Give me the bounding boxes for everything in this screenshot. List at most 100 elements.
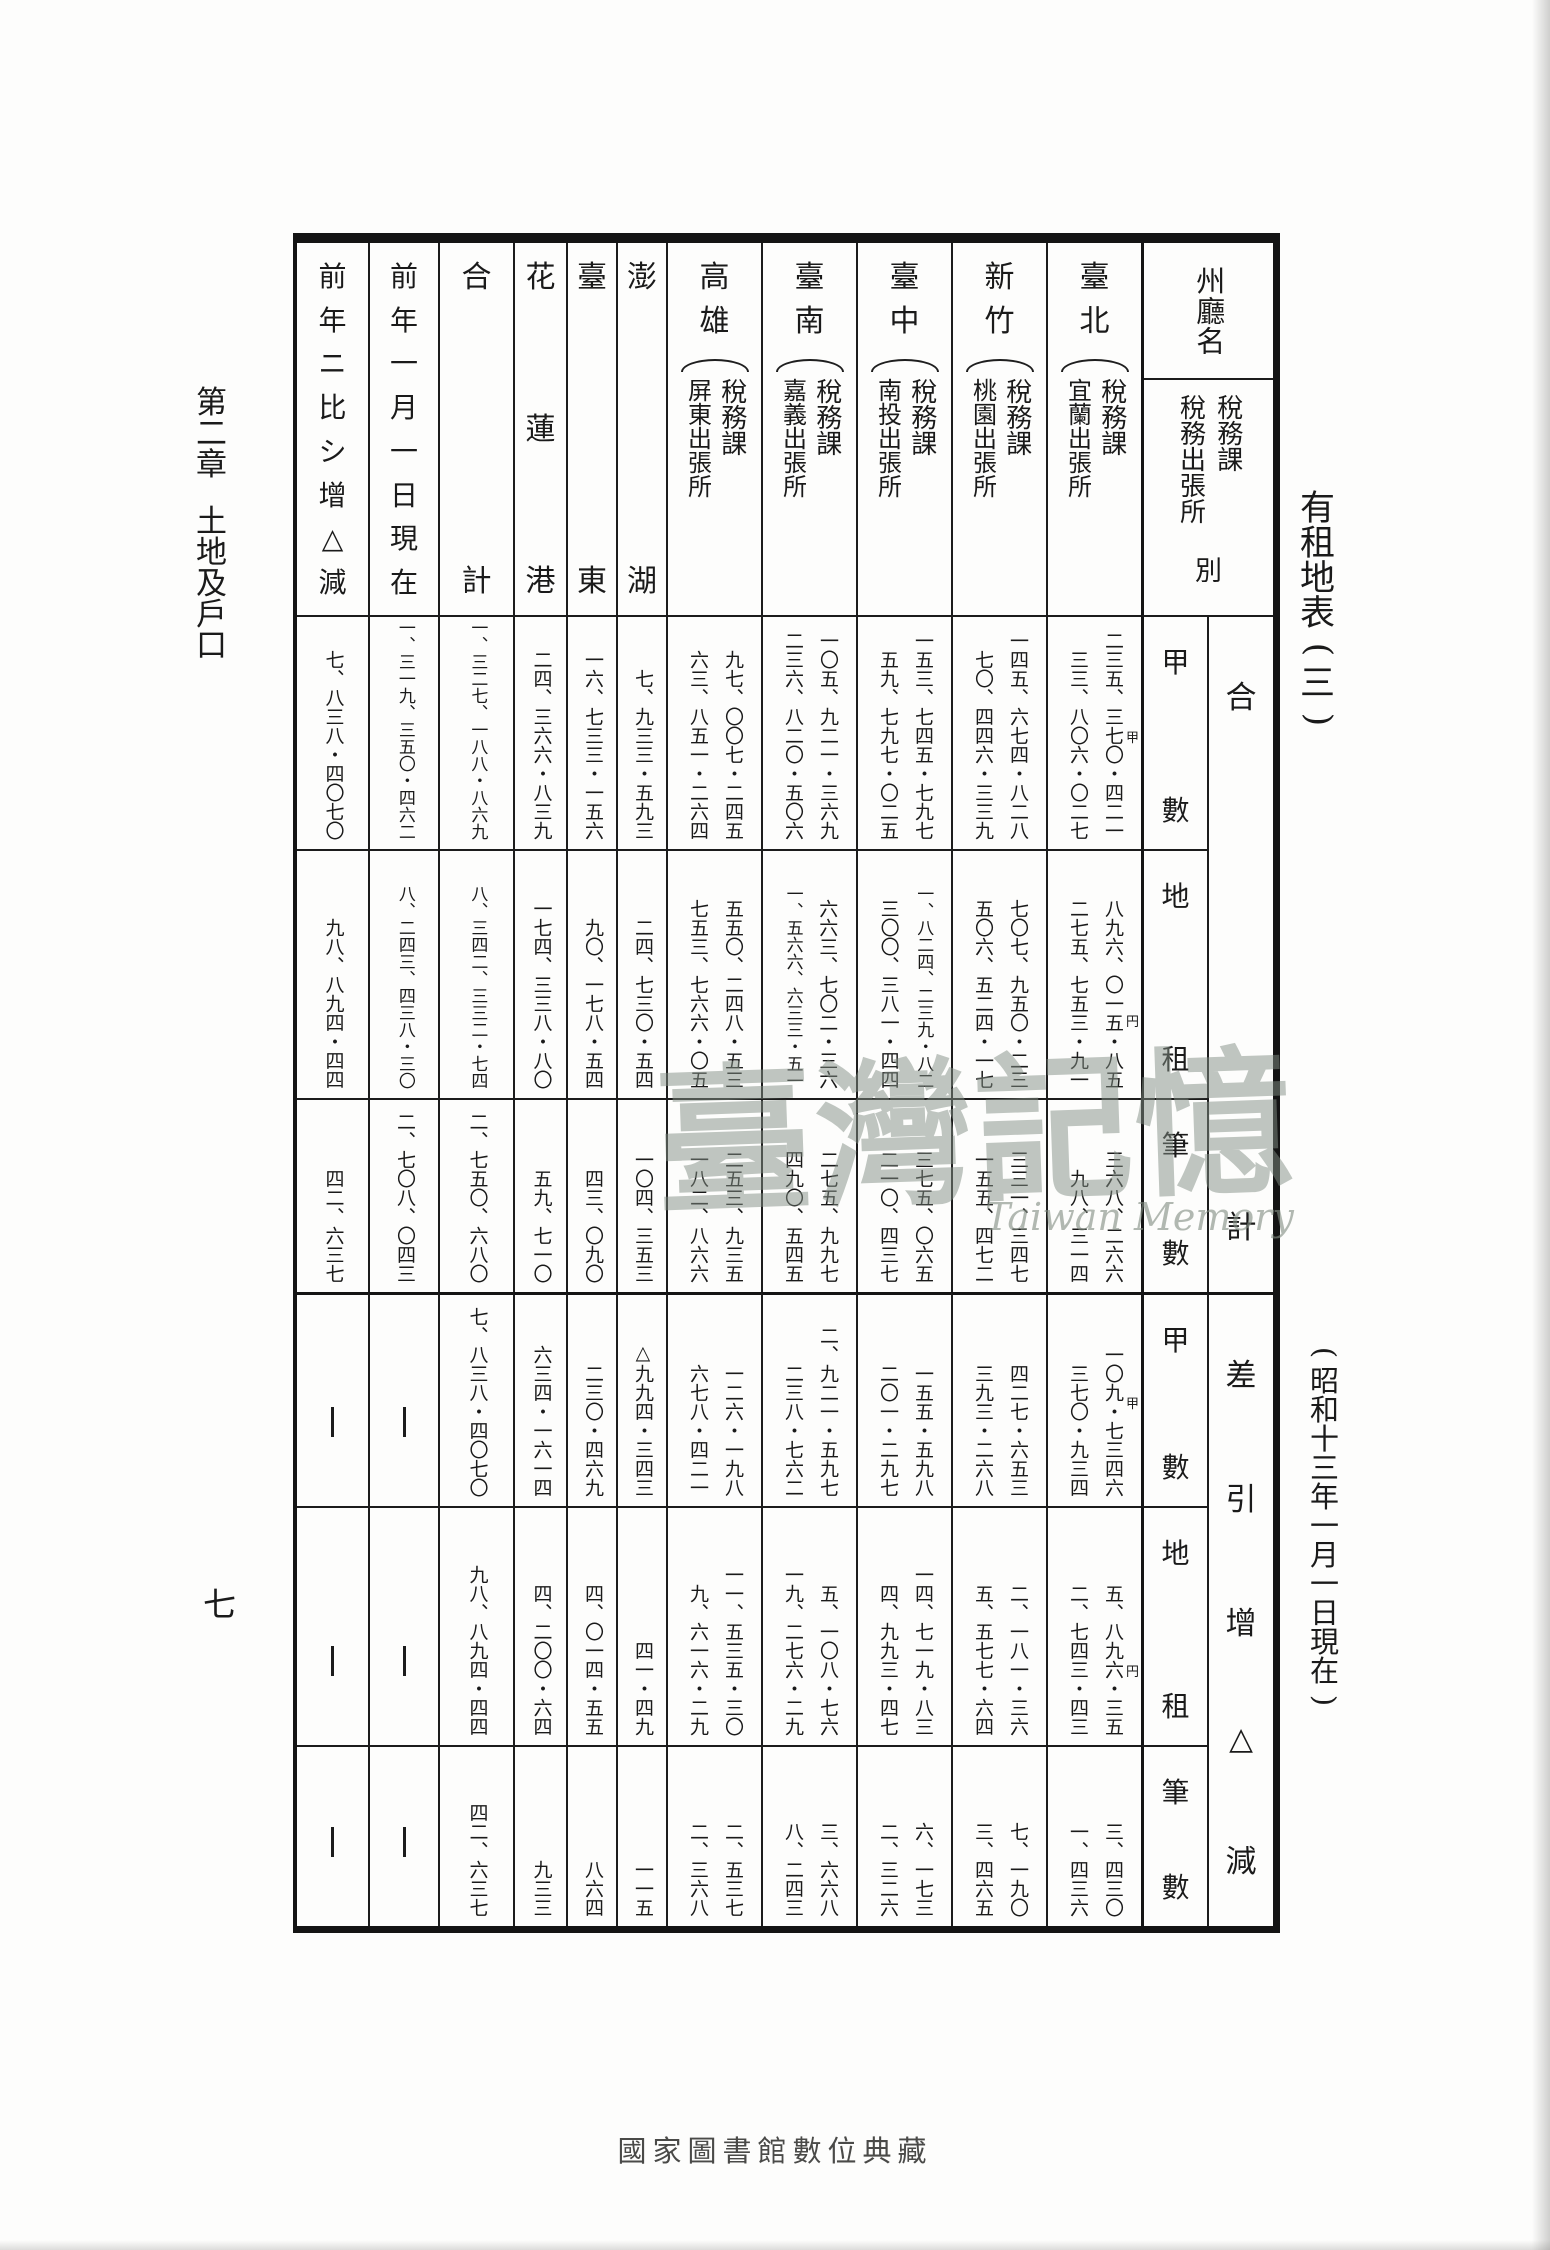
stacked-char: シ (318, 434, 347, 468)
row-label-甲數: 甲數 (1141, 615, 1207, 849)
value: 一、三二七、一八八・八六九 (467, 619, 488, 840)
table-cell-karenko-row5: 四、二〇〇・六四 (513, 1506, 566, 1745)
stacked-char: 港 (525, 564, 556, 599)
table-cell-taito-row3: 四三、〇九〇 (566, 1098, 616, 1292)
stacked-char: 數 (1161, 1451, 1190, 1484)
value: △九九四・三四三 (631, 1342, 654, 1497)
value: 九八、八九四・四四 (466, 1565, 489, 1736)
stacked-char: ) (1298, 712, 1338, 727)
value: 二三〇・四六九 (581, 1364, 604, 1497)
table-cell-zogen-row4 (297, 1292, 368, 1506)
row-label-地租: 地租 (1141, 1506, 1207, 1745)
table-cell-hoko-row2: 二四、七三〇・五四 (616, 849, 666, 1098)
value: 七、八三八・四〇七〇 (466, 1307, 489, 1497)
value-tax-section: 一五五・五九八 (911, 1364, 934, 1497)
table-cell-tainan-row4: 二三八・七六二 二、九二一・五九七 (761, 1292, 856, 1506)
sub-office-left: 宜蘭出張所 (1063, 378, 1092, 498)
scan-edge-shadow-right (1532, 0, 1550, 2250)
dash-placeholder (402, 1827, 406, 1857)
stacked-char: 口 (196, 628, 227, 664)
value-branch-office: 五〇六、五二四・一七 (971, 899, 994, 1089)
table-cell-karenko-row2: 一七四、三三八・八〇 (513, 849, 566, 1098)
stacked-char: 甲 (1161, 1324, 1190, 1357)
value: 一七四、三三八・八〇 (530, 899, 553, 1089)
stacked-char: 增 (1225, 1605, 1257, 1642)
sub-office-labels: 南投出張所 稅務課 (873, 378, 937, 498)
dash-placeholder (402, 1646, 406, 1676)
value-tax-section: 二七五、九九七 (816, 1150, 839, 1283)
value-tax-section: 一四、七一九・八三 (911, 1565, 934, 1736)
table-cell-gokei-row3: 二、七五〇、六八〇 (438, 1098, 513, 1292)
value-tax-section: 一〇九・七三四六 (1101, 1345, 1124, 1497)
stacked-char: △ (1229, 1721, 1253, 1758)
stacked-char: 十 (1310, 1422, 1340, 1456)
table-cell-tainan-row6: 八、二四三 三、六六八 (761, 1745, 856, 1926)
region-name: 臺北 (1080, 263, 1110, 337)
value: 八六四 (581, 1860, 604, 1917)
row-group-label: 合計 (1207, 615, 1273, 1292)
bracket-icon (1060, 359, 1129, 372)
table-cell-taito-row2: 九〇、一七八・五四 (566, 849, 616, 1098)
value-tax-section: 六、一七三 (911, 1822, 934, 1917)
scan-edge-shadow-bottom (0, 2240, 1550, 2250)
table-cell-taito-row5: 四、〇一四・五五 (566, 1506, 616, 1745)
region-name: 新竹 (985, 263, 1015, 337)
table-cell-zogen-row1: 七、八三八・四〇七〇 (297, 615, 368, 849)
stacked-char: 湖 (627, 564, 657, 599)
stacked-char: 數 (1161, 1237, 1190, 1270)
stacked-char: 蓮 (525, 412, 556, 447)
stacked-char: 澎 (627, 260, 657, 295)
stacked-char: 三 (1310, 1451, 1340, 1485)
stacked-char: 一 (389, 434, 418, 468)
value-tax-section: 六六三、七〇二・三六 (816, 899, 839, 1089)
value-tax-section: 七〇七、九五〇・二三 (1006, 899, 1029, 1089)
value-branch-office: 五、五七七・六四 (971, 1584, 994, 1736)
stacked-char: 差 (1225, 1358, 1257, 1394)
table-cell-gokei-row6: 四二、六三七 (438, 1745, 513, 1926)
library-caption: 國家圖書館數位典藏 (617, 2134, 933, 2168)
sub-office-right: 稅務課 (906, 378, 937, 456)
value-tax-section: 三三一、三四七 (1006, 1150, 1029, 1283)
stacked-char: ( (1298, 642, 1338, 657)
value: 二、七〇八、〇四三 (393, 1112, 416, 1283)
region-name: 臺中 (890, 263, 920, 337)
corner-header: 州廳名 稅務出張所 稅務課別 (1141, 243, 1273, 615)
value-tax-section: 一〇五、九二一・三六九 (816, 631, 839, 840)
stacked-char: 臺 (889, 260, 920, 295)
stacked-char: 前 (318, 260, 347, 293)
value: 六三四・一六一四 (530, 1345, 553, 1497)
table-cell-taichu-row6: 二、三二六 六、一七三 (856, 1745, 951, 1926)
value: 八、二四三、四三八・三〇 (394, 885, 415, 1089)
value: 七、八三八・四〇七〇 (322, 650, 345, 840)
value-branch-office: 八、二四三 (781, 1822, 804, 1917)
stacked-char: 臺 (577, 260, 607, 295)
stacked-char: 日 (389, 478, 418, 512)
stacked-char: 合 (1225, 680, 1257, 716)
table-cell-taihoku-row5: 二、七四三・四三 五、八九六・三五円 (1046, 1506, 1141, 1745)
sub-office-right: 稅務課 (1096, 378, 1127, 456)
value: 二四、七三〇・五四 (631, 918, 654, 1089)
value-tax-section: 一二六・一九八 (721, 1364, 744, 1497)
value: 二、七五〇、六八〇 (466, 1112, 489, 1283)
stacked-char: 臺 (794, 260, 825, 295)
value-tax-section: 三七五、〇六五 (911, 1150, 934, 1283)
value-tax-section: 二五三、九三五 (721, 1150, 744, 1283)
value-branch-office: 七五三、七六六・〇五 (686, 899, 709, 1089)
stacked-char: 及 (196, 566, 227, 602)
stacked-char: 月 (1310, 1538, 1340, 1572)
stacked-char: 東 (577, 564, 607, 599)
column-header-taihoku: 臺北宜蘭出張所 稅務課 (1046, 243, 1141, 615)
column-header-karenko: 花蓮港 (513, 243, 566, 615)
table-cell-shinchiku-row3: 一五五、四七二 三三一、三四七 (951, 1098, 1046, 1292)
corner-sub-label: 稅務出張所 稅務課 (1144, 380, 1273, 615)
table-cell-shinchiku-row2: 五〇六、五二四・一七 七〇七、九五〇・二三 (951, 849, 1046, 1098)
stacked-char: 第 (196, 385, 227, 421)
column-header-hoko: 澎湖 (616, 243, 666, 615)
value-tax-section: 七、一九〇 (1006, 1822, 1029, 1917)
value: 四三、〇九〇 (581, 1169, 604, 1283)
column-header-taichu: 臺中南投出張所 稅務課 (856, 243, 951, 615)
table-cell-takao-row5: 九、六一六・二九 一一、五三五・三〇 (666, 1506, 761, 1745)
table-cell-takao-row2: 七五三、七六六・〇五 五五〇、二四八・五三 (666, 849, 761, 1098)
stacked-char: 高 (699, 260, 730, 295)
column-header-taito: 臺東 (566, 243, 616, 615)
